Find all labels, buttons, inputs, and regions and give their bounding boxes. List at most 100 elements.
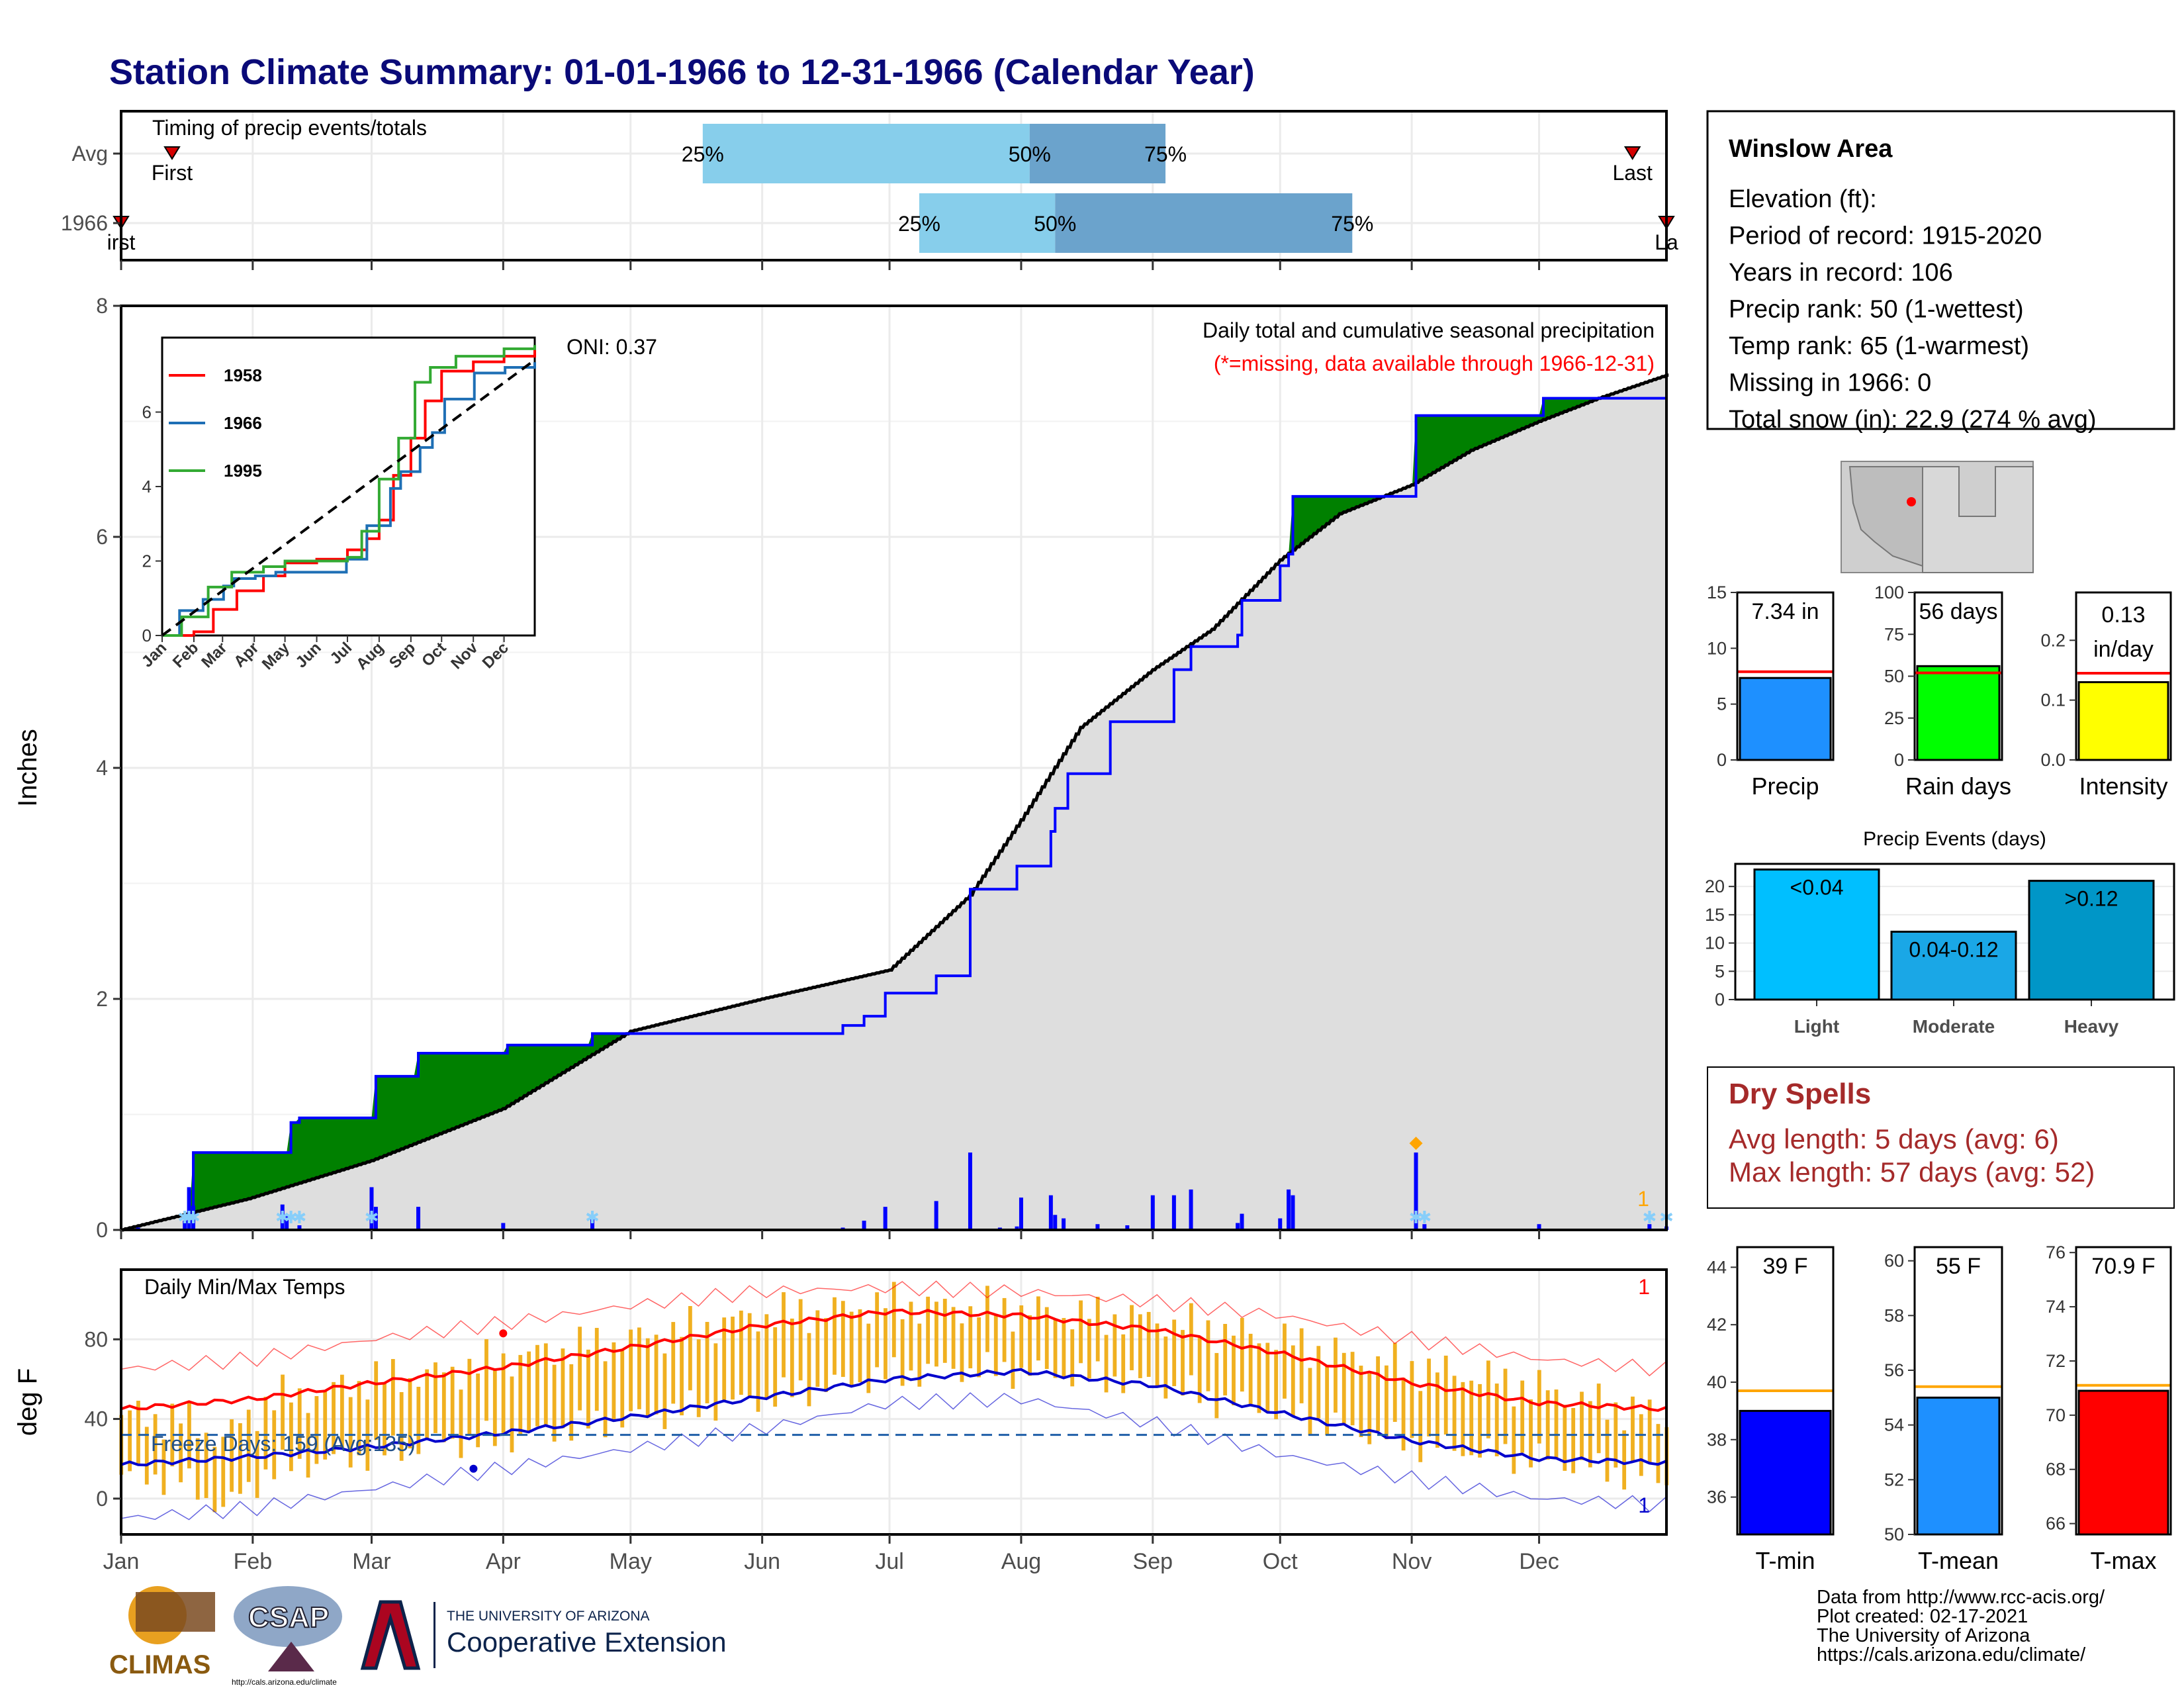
daily-temp-range-bar: [773, 1327, 778, 1407]
footer-credits: Data from http://www.rcc-acis.org/Plot c…: [1817, 1587, 2105, 1665]
tmean_bar-category-label: T-mean: [1918, 1547, 1999, 1574]
daily-temp-range-bar: [1053, 1318, 1058, 1378]
average-cumulative-line: [121, 373, 1669, 1232]
inset-legend-label: 1958: [224, 365, 262, 385]
daily-temp-range-bar: [1265, 1342, 1270, 1413]
daily-temp-range-bar: [1163, 1336, 1168, 1399]
daily-temp-range-bar: [357, 1381, 361, 1456]
snow-day-icon: ✱: [275, 1207, 290, 1227]
daily-temp-range-bar: [1656, 1424, 1661, 1483]
intensity_bar-value-label: 0.13: [2101, 602, 2145, 628]
daily-temp-range-bar: [977, 1317, 981, 1378]
raindays_bar-y-tick-label: 100: [1874, 583, 1904, 602]
month-tick-label: Nov: [1392, 1549, 1432, 1574]
daily-temp-range-bar: [875, 1292, 880, 1368]
record-low-count: 1: [1638, 1493, 1650, 1517]
intensity_bar-y-tick-label: 0.2: [2040, 630, 2066, 650]
snow-count-label: 1: [1637, 1187, 1649, 1211]
daily-temp-range-bar: [161, 1439, 166, 1495]
station-info-line: Missing in 1966: 0: [1729, 369, 1931, 397]
footer-line: The University of Arizona: [1817, 1625, 2030, 1646]
daily-temp-range-bar: [1095, 1296, 1100, 1362]
daily-temp-range-bar: [1316, 1346, 1321, 1419]
dry-spells-max: Max length: 57 days (avg: 52): [1729, 1156, 2095, 1188]
daily-precip-bar: [590, 1218, 595, 1230]
daily-temp-range-bar: [696, 1339, 701, 1417]
daily-precip-bar: [1422, 1224, 1427, 1230]
daily-precip-bar: [280, 1204, 285, 1230]
daily-temp-range-bar: [1563, 1405, 1567, 1471]
snow-day-icon: ✱: [1409, 1207, 1424, 1227]
daily-precip-bar: [285, 1216, 289, 1230]
daily-temp-range-bar: [1452, 1376, 1457, 1451]
daily-precip-bar: [1015, 1226, 1019, 1230]
station-location-marker: [1907, 497, 1916, 506]
record-min-line: [120, 1392, 1667, 1521]
daily-temp-range-bar: [1062, 1318, 1066, 1378]
timing-row-label: 1966: [61, 211, 108, 235]
snow-day-icon: ✱: [1417, 1207, 1432, 1227]
tmax_bar-y-tick-label: 70: [2046, 1405, 2066, 1425]
daily-temp-range-bar: [179, 1423, 183, 1483]
dry-spells-avg: Avg length: 5 days (avg: 6): [1729, 1123, 2059, 1154]
ua-block-a-icon: [360, 1600, 421, 1670]
record-low-marker: [469, 1464, 478, 1473]
daily-temp-range-bar: [1087, 1319, 1091, 1379]
events-bar: [1890, 931, 2017, 1001]
daily-temp-range-bar: [671, 1322, 676, 1404]
daily-temp-range-bar: [1537, 1370, 1541, 1444]
timing-q25-label: 25%: [898, 212, 940, 236]
station-info-line: Period of record: 1915-2020: [1729, 222, 2042, 250]
daily-temp-range-bar: [1308, 1368, 1312, 1436]
month-tick-label: Aug: [1001, 1549, 1042, 1574]
daily-temp-range-bar: [764, 1314, 769, 1398]
raindays_bar-value-bar: [1916, 665, 2001, 761]
station-box: Winslow Area Elevation (ft): Period of re…: [1706, 110, 2175, 434]
daily-temp-range-bar: [144, 1427, 149, 1485]
daily-temp-range-bar: [1232, 1335, 1236, 1405]
tmean_bar-value-bar: [1916, 1396, 2001, 1536]
daily-temp-range-bar: [255, 1430, 259, 1498]
station-info-line: Precip rank: 50 (1-wettest): [1729, 296, 2024, 324]
snow-max-marker-icon: [1409, 1137, 1423, 1150]
daily-temp-range-bar: [1197, 1336, 1202, 1403]
daily-temp-range-bar: [433, 1362, 437, 1433]
dry-spells-title: Dry Spells: [1729, 1078, 1871, 1110]
daily-temp-range-bar: [637, 1327, 641, 1409]
daily-temp-range-bar: [390, 1359, 395, 1436]
climas-logo: CLIMAS: [109, 1586, 215, 1679]
neighbor-states-shape: [1922, 466, 2034, 573]
daily-temp-range-bar: [1240, 1317, 1244, 1392]
daily-temp-range-bar: [645, 1338, 650, 1418]
daily-temp-range-bar: [680, 1336, 684, 1416]
daily-temp-range-bar: [934, 1301, 938, 1367]
timing-q25-q50-bar: [919, 193, 1056, 253]
inset-y-tick-label: 2: [142, 551, 152, 571]
intensity_bar-frame: [2075, 591, 2172, 761]
record-high-marker: [499, 1329, 508, 1338]
raindays_bar-y-tick-label: 50: [1884, 667, 1904, 686]
station-info-line: Total snow (in): 22.9 (274 % avg): [1729, 406, 2097, 434]
daily-temp-range-bar: [654, 1335, 659, 1415]
daily-temp-range-bar: [332, 1382, 336, 1454]
daily-precip-bar: [968, 1152, 972, 1230]
tmean_bar-y-tick-label: 50: [1884, 1524, 1904, 1544]
csap-logo: CSAP http://cals.arizona.edu/climate: [232, 1586, 342, 1687]
tmean_bar-y-tick-label: 56: [1884, 1360, 1904, 1380]
daily-temp-range-bar: [747, 1313, 752, 1397]
timing-title: Timing of precip events/totals: [152, 116, 427, 140]
daily-temp-range-bar: [561, 1348, 565, 1429]
inset-y-tick-label: 4: [142, 477, 152, 496]
daily-temp-range-bar: [467, 1358, 472, 1434]
daily-temp-range-bar: [1214, 1352, 1219, 1419]
daily-temp-range-bar: [1469, 1380, 1474, 1456]
daily-temp-range-bar: [297, 1388, 302, 1459]
daily-precip-bar: [1053, 1215, 1058, 1230]
daily-temp-range-bar: [1011, 1331, 1015, 1389]
daily-temp-range-bar: [153, 1414, 158, 1475]
tmean_bar-y-tick-label: 60: [1884, 1251, 1904, 1271]
daily-temp-range-bar: [891, 1282, 896, 1358]
precip_bar-value-bar: [1739, 677, 1832, 761]
daily-precip-bar: [297, 1225, 302, 1230]
